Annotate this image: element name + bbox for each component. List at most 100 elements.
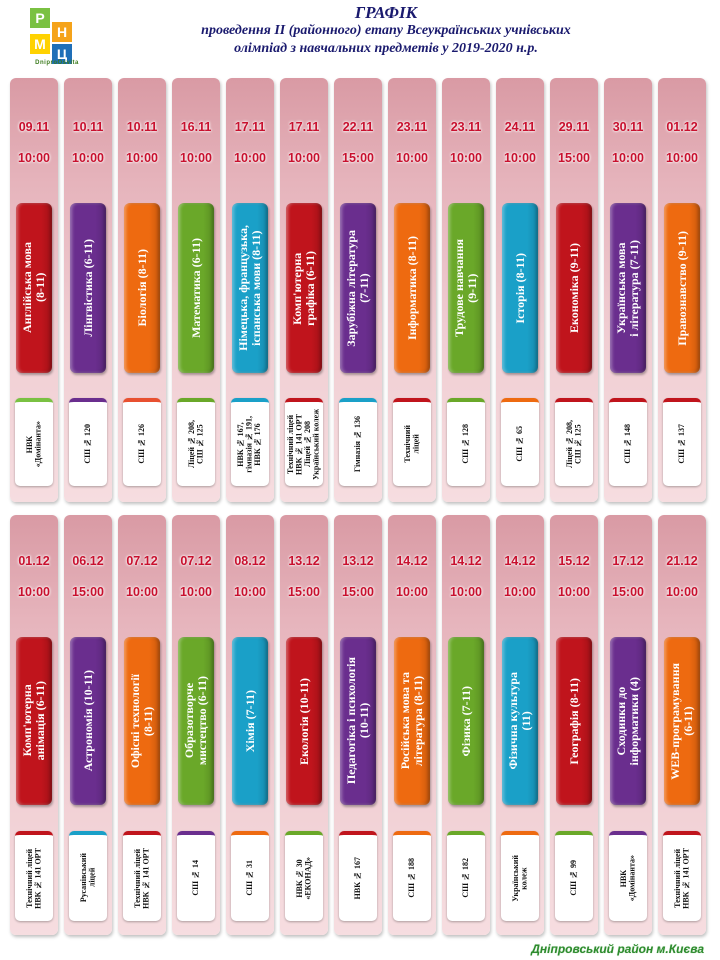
subject-block: Історія (8-11) — [502, 203, 538, 373]
venue-name: Технічний ліцей НВК № 141 ОРТ — [672, 847, 691, 909]
venue-card: Гімназія № 136 — [339, 398, 377, 486]
venue-name: Технічний ліцей НВК № 141 ОРТ Ліцей № 20… — [286, 408, 321, 480]
schedule-column: 13.12 15:00 Екологія (10-11) НВК № 30 «ЕКОН… — [280, 515, 328, 935]
olympiad-time: 10:00 — [450, 585, 482, 599]
olympiad-date: 08.12 — [234, 554, 266, 568]
subject-block: Педагогіка і психологія (10-11) — [340, 637, 376, 805]
page-subtitle-line-2: олімпіад з навчальних предметів у 2019-2… — [234, 41, 538, 56]
olympiad-date: 17.11 — [234, 120, 266, 134]
olympiad-time: 10:00 — [504, 585, 536, 599]
subject-block: Зарубіжна література (7-11) — [340, 203, 376, 373]
venue-name: СШ № 128 — [460, 424, 470, 464]
venue-name: СШ № 188 — [406, 858, 416, 898]
subject-name: Сходинки до інформатики (4) — [614, 676, 641, 766]
venue-name: СШ № 65 — [514, 426, 524, 462]
subject-block: Англійська мова (8-11) — [16, 203, 52, 373]
subject-block: Російська мова та література (8-11) — [394, 637, 430, 805]
subject-name: Російська мова та література (8-11) — [398, 672, 425, 770]
olympiad-time: 10:00 — [18, 151, 50, 165]
venue-name: НВК «Домінанта» — [618, 854, 637, 902]
schedule-column: 01.12 10:00 Правознавство (9-11) СШ № 137 — [658, 78, 706, 502]
schedule-column: 14.12 10:00 Фізична культура (11) Українськ… — [496, 515, 544, 935]
subject-block: Українська мова і література (7-11) — [610, 203, 646, 373]
venue-name: Ліцей № 208, СШ № 125 — [186, 420, 205, 468]
venue-card: СШ № 128 — [447, 398, 485, 486]
olympiad-time: 10:00 — [396, 585, 428, 599]
olympiad-date: 30.11 — [612, 120, 644, 134]
olympiad-date: 06.12 — [72, 554, 104, 568]
subject-name: Англійська мова (8-11) — [20, 242, 47, 334]
subject-block: Образотворче мистецтво (6-11) — [178, 637, 214, 805]
schedule-column: 17.12 15:00 Сходинки до інформатики (4) НВК… — [604, 515, 652, 935]
olympiad-date: 13.12 — [288, 554, 320, 568]
subject-name: Астрономія (10-11) — [80, 670, 95, 772]
logo-letter-3: М — [30, 34, 50, 54]
venue-card: Русанівський ліцей — [69, 831, 107, 921]
subject-name: WEB-програмування (6-11) — [668, 662, 695, 780]
olympiad-date: 10.11 — [72, 120, 104, 134]
venue-card: Ліцей № 208, СШ № 125 — [177, 398, 215, 486]
logo-letter-1: Р — [30, 8, 50, 28]
schedule-column: 07.12 10:00 Офісні технології (8-11) Техніч… — [118, 515, 166, 935]
olympiad-time: 10:00 — [234, 151, 266, 165]
schedule-column: 22.11 15:00 Зарубіжна література (7-11) Гім… — [334, 78, 382, 502]
page-heading: ГРАФІК проведення ІІ (районного) етапу В… — [96, 4, 676, 58]
olympiad-date: 10.11 — [126, 120, 158, 134]
venue-name: Гімназія № 136 — [352, 415, 362, 473]
olympiad-time: 15:00 — [342, 585, 374, 599]
venue-card: СШ № 188 — [393, 831, 431, 921]
subject-name: Лінгвістика (6-11) — [80, 239, 95, 337]
olympiad-time: 15:00 — [558, 151, 590, 165]
subject-block: Хімія (7-11) — [232, 637, 268, 805]
schedule-column: 07.12 10:00 Образотворче мистецтво (6-11) С… — [172, 515, 220, 935]
olympiad-date: 14.12 — [450, 554, 482, 568]
subject-block: Трудове навчання (9-11) — [448, 203, 484, 373]
subject-block: Фізична культура (11) — [502, 637, 538, 805]
subject-block: Географія (8-11) — [556, 637, 592, 805]
subject-name: Фізична культура (11) — [506, 672, 533, 770]
olympiad-time: 10:00 — [396, 151, 428, 165]
subject-block: WEB-програмування (6-11) — [664, 637, 700, 805]
subject-block: Астрономія (10-11) — [70, 637, 106, 805]
logo-subtitle: DniproOsvita — [35, 60, 79, 66]
subject-block: Лінгвістика (6-11) — [70, 203, 106, 373]
olympiad-time: 10:00 — [612, 151, 644, 165]
olympiad-date: 13.12 — [342, 554, 374, 568]
venue-name: СШ № 14 — [190, 860, 200, 896]
venue-card: СШ № 99 — [555, 831, 593, 921]
olympiad-date: 23.11 — [396, 120, 428, 134]
olympiad-time: 10:00 — [180, 585, 212, 599]
venue-card: Технічний ліцей НВК № 141 ОРТ Ліцей № 20… — [285, 398, 323, 486]
subject-name: Українська мова і література (7-11) — [614, 239, 641, 337]
schedule-column: 23.11 10:00 Трудове навчання (9-11) СШ № 12… — [442, 78, 490, 502]
schedule-column: 01.12 10:00 Комп'ютерна анімація (6-11) Тех… — [10, 515, 58, 935]
olympiad-time: 10:00 — [18, 585, 50, 599]
venue-card: НВК № 30 «ЕКОНАД» — [285, 831, 323, 921]
venue-name: Ліцей № 208, СШ № 125 — [564, 420, 583, 468]
schedule-column: 09.11 10:00 Англійська мова (8-11) НВК «Дом… — [10, 78, 58, 502]
footer-district: Дніпровський район м.Києва — [531, 942, 704, 956]
subject-name: Образотворче мистецтво (6-11) — [182, 676, 209, 766]
venue-name: НВК № 167, гімназія № 191, НВК № 176 — [236, 415, 263, 473]
schedule-column: 10.11 10:00 Лінгвістика (6-11) СШ № 120 — [64, 78, 112, 502]
olympiad-time: 15:00 — [72, 585, 104, 599]
olympiad-time: 10:00 — [180, 151, 212, 165]
subject-name: Німецька, французька, іспанська мови (8-… — [236, 225, 263, 351]
olympiad-date: 07.12 — [180, 554, 212, 568]
subject-name: Комп'ютерна графіка (6-11) — [290, 250, 317, 326]
olympiad-time: 10:00 — [126, 151, 158, 165]
olympiad-time: 10:00 — [504, 151, 536, 165]
olympiad-date: 14.12 — [504, 554, 536, 568]
venue-card: НВК «Домінанта» — [609, 831, 647, 921]
schedule-column: 30.11 10:00 Українська мова і література (… — [604, 78, 652, 502]
venue-name: СШ № 182 — [460, 858, 470, 898]
olympiad-time: 15:00 — [342, 151, 374, 165]
subject-name: Історія (8-11) — [512, 252, 527, 324]
olympiad-date: 09.11 — [18, 120, 50, 134]
schedule-column: 24.11 10:00 Історія (8-11) СШ № 65 — [496, 78, 544, 502]
subject-block: Біологія (8-11) — [124, 203, 160, 373]
subject-block: Інформатика (8-11) — [394, 203, 430, 373]
venue-name: СШ № 148 — [622, 424, 632, 464]
venue-name: Український колеж — [510, 854, 529, 902]
subject-name: Зарубіжна література (7-11) — [344, 229, 371, 347]
